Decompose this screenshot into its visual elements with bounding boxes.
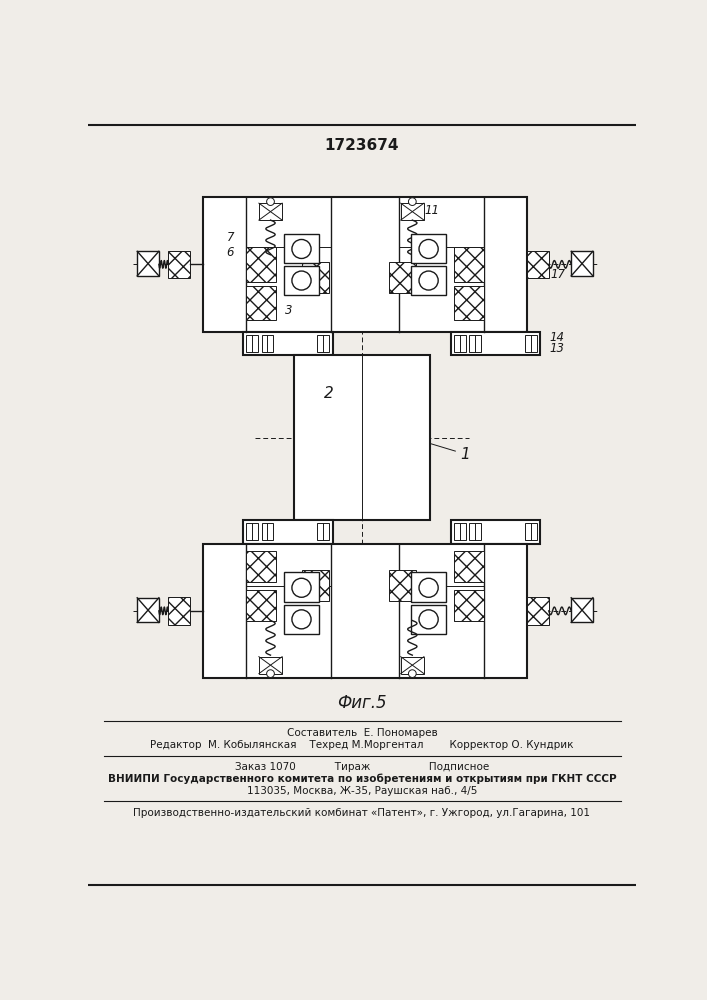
Bar: [262, 335, 274, 352]
Bar: [454, 523, 466, 540]
Bar: [451, 520, 540, 544]
Bar: [454, 551, 484, 582]
Bar: [243, 332, 332, 355]
Text: 7: 7: [226, 231, 234, 244]
Circle shape: [409, 198, 416, 205]
Text: Составитель  Е. Пономарев: Составитель Е. Пономарев: [286, 728, 438, 738]
Bar: [247, 590, 276, 620]
Bar: [411, 266, 446, 295]
Ellipse shape: [292, 239, 311, 258]
Ellipse shape: [419, 610, 438, 629]
Text: 113035, Москва, Ж-35, Раушская наб., 4/5: 113035, Москва, Ж-35, Раушская наб., 4/5: [247, 786, 477, 796]
Circle shape: [409, 670, 416, 677]
Bar: [284, 572, 319, 602]
Bar: [294, 355, 430, 520]
Bar: [454, 590, 484, 620]
Bar: [571, 598, 593, 622]
Ellipse shape: [292, 271, 311, 290]
Ellipse shape: [419, 271, 438, 290]
Bar: [203, 544, 527, 678]
Bar: [284, 234, 319, 263]
Bar: [137, 598, 159, 622]
Bar: [247, 523, 259, 540]
Ellipse shape: [419, 239, 438, 258]
Bar: [411, 234, 446, 263]
Text: ВНИИПИ Государственного комитета по изобретениям и открытиям при ГКНТ СССР: ВНИИПИ Государственного комитета по изоб…: [107, 774, 617, 784]
Bar: [451, 332, 540, 355]
Bar: [259, 203, 282, 220]
Circle shape: [267, 198, 274, 205]
Bar: [317, 523, 329, 540]
Bar: [454, 335, 466, 352]
Bar: [168, 597, 190, 625]
Text: 15: 15: [432, 237, 447, 250]
Bar: [411, 605, 446, 634]
Bar: [525, 335, 537, 352]
Text: 1: 1: [460, 447, 469, 462]
Text: 17: 17: [551, 267, 566, 280]
Text: 11: 11: [424, 204, 439, 217]
Bar: [525, 523, 537, 540]
Circle shape: [267, 670, 274, 677]
Bar: [389, 570, 416, 601]
Text: 2: 2: [324, 386, 334, 401]
Text: 14: 14: [550, 331, 565, 344]
Text: 6: 6: [226, 246, 234, 259]
Bar: [284, 266, 319, 295]
Text: Фиг.5: Фиг.5: [337, 694, 387, 712]
Bar: [401, 203, 424, 220]
Bar: [401, 657, 424, 674]
Bar: [454, 286, 484, 320]
Bar: [137, 251, 159, 276]
Bar: [259, 657, 282, 674]
Ellipse shape: [292, 578, 311, 597]
Bar: [247, 551, 276, 582]
Bar: [168, 251, 190, 278]
Bar: [389, 262, 416, 293]
Ellipse shape: [419, 578, 438, 597]
Bar: [527, 597, 549, 625]
Bar: [243, 520, 332, 544]
Text: 3: 3: [285, 304, 292, 317]
Bar: [571, 251, 593, 276]
Text: 16: 16: [432, 252, 447, 265]
Text: Заказ 1070            Тираж                  Подписное: Заказ 1070 Тираж Подписное: [235, 762, 489, 772]
Ellipse shape: [292, 610, 311, 629]
Bar: [317, 335, 329, 352]
Bar: [303, 262, 329, 293]
Bar: [527, 251, 549, 278]
Bar: [411, 572, 446, 602]
Bar: [262, 523, 274, 540]
Text: Производственно-издательский комбинат «Патент», г. Ужгород, ул.Гагарина, 101: Производственно-издательский комбинат «П…: [134, 808, 590, 818]
Bar: [469, 335, 481, 352]
Bar: [303, 570, 329, 601]
Bar: [284, 605, 319, 634]
Bar: [247, 286, 276, 320]
Bar: [454, 247, 484, 282]
Text: Редактор  М. Кобылянская    Техред М.Моргентал        Корректор О. Кундрик: Редактор М. Кобылянская Техред М.Моргент…: [150, 740, 573, 750]
Bar: [247, 247, 276, 282]
Text: 1723674: 1723674: [325, 138, 399, 153]
Bar: [203, 197, 527, 332]
Bar: [469, 523, 481, 540]
Text: 13: 13: [550, 342, 565, 355]
Bar: [247, 335, 259, 352]
